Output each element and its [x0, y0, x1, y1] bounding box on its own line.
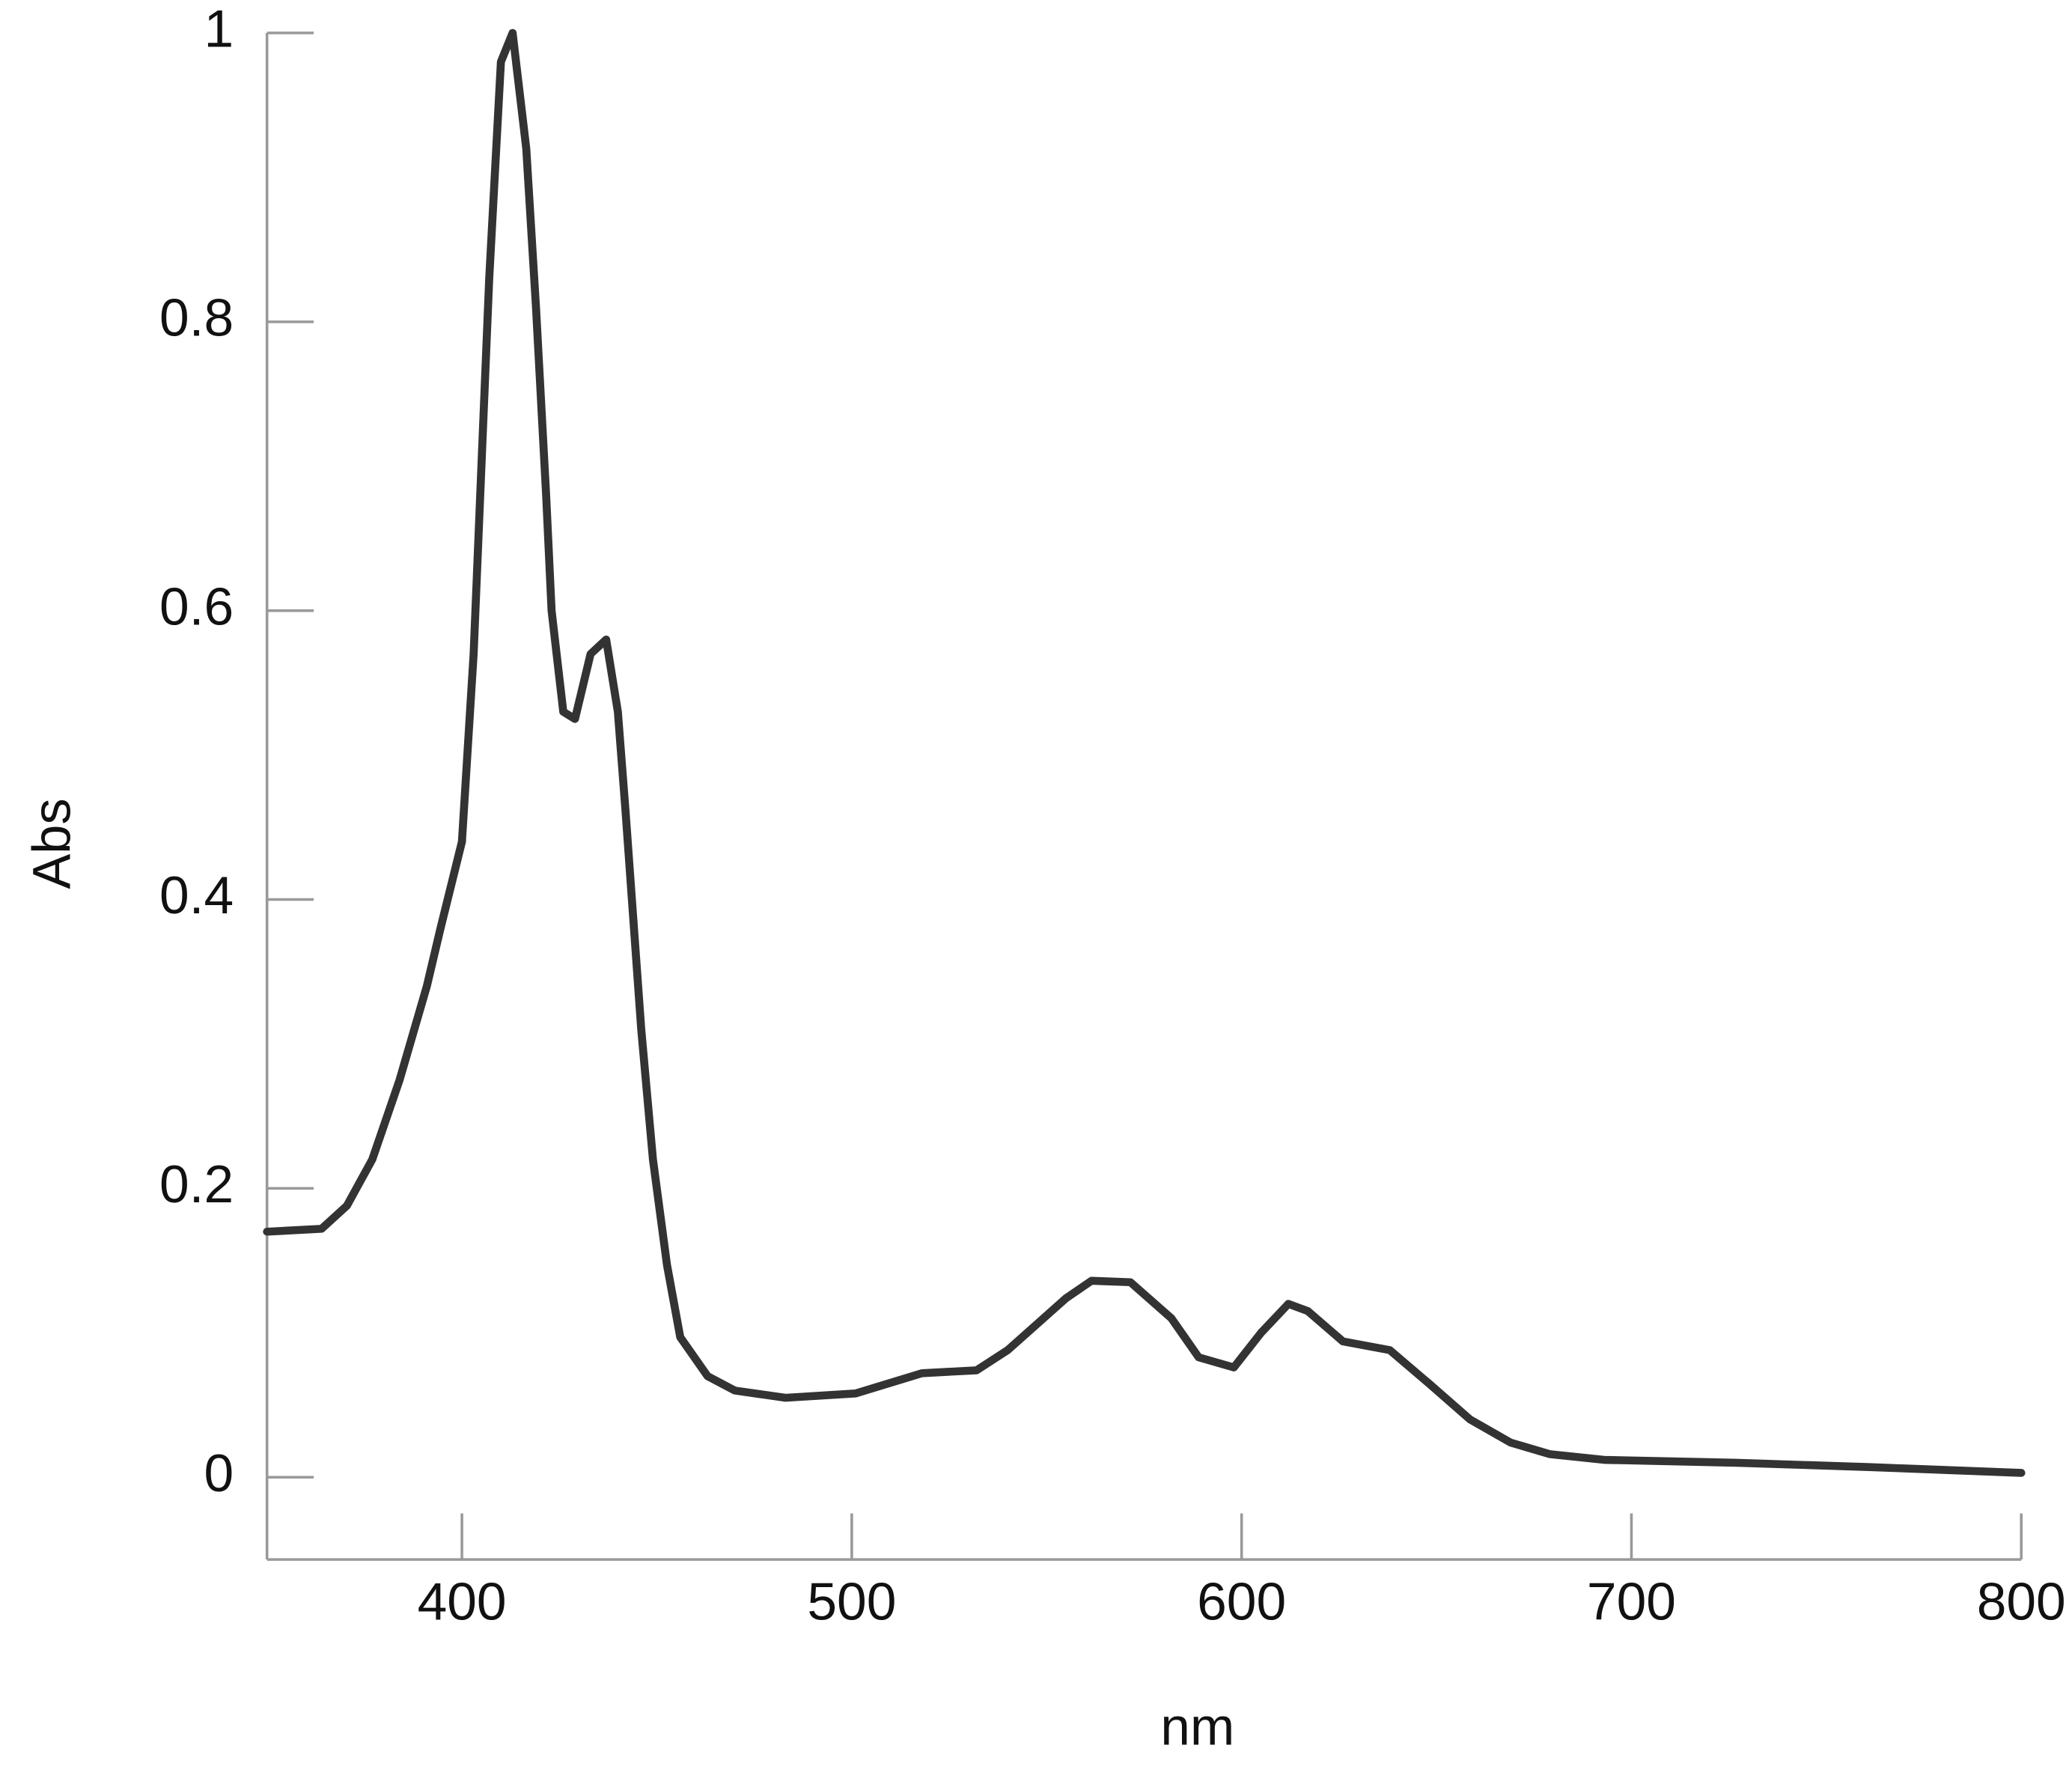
x-tick-label: 700	[1587, 1573, 1676, 1631]
y-tick-label: 0.8	[159, 289, 234, 347]
data-line	[263, 28, 2026, 1477]
x-tick-label: 800	[1977, 1573, 2066, 1631]
x-tick-label: 400	[418, 1573, 507, 1631]
x-axis-label: nm	[1160, 1698, 1234, 1756]
x-tick-label: 500	[807, 1573, 896, 1631]
y-tick-label: 0	[204, 1444, 234, 1503]
y-tick-label: 0.6	[159, 578, 234, 636]
x-tick-label: 600	[1197, 1573, 1286, 1631]
y-tick-label: 0.4	[159, 867, 234, 925]
y-tick-label: 0.2	[159, 1155, 234, 1214]
y-tick-label: 1	[204, 0, 234, 58]
y-axis-label: Abs	[22, 798, 82, 889]
